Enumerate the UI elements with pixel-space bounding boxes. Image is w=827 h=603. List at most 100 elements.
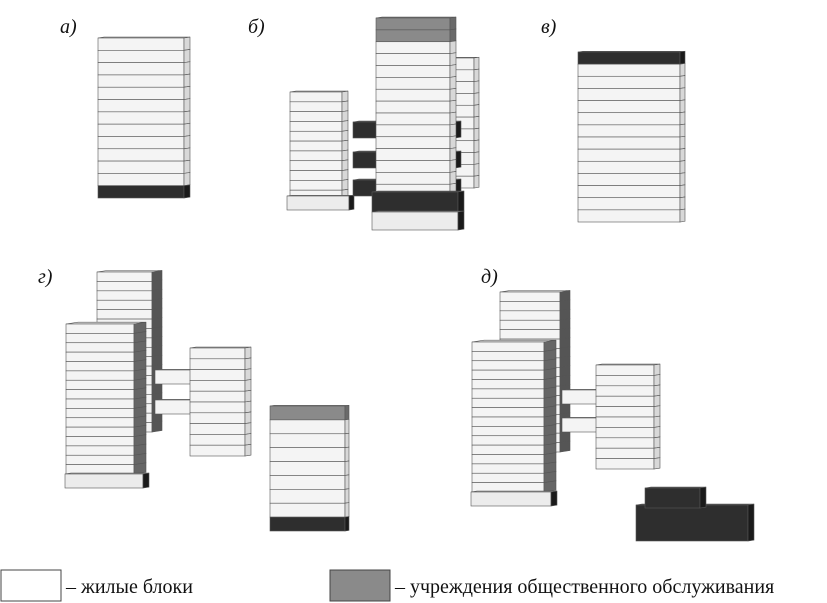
floor [500,330,560,339]
floor-side [654,395,660,406]
floor [376,101,450,113]
floor-side [152,355,162,366]
floor-side [654,385,660,396]
floor-side [143,473,149,488]
floor [290,151,342,161]
floor [596,448,654,458]
floor [472,426,544,435]
floor-side [245,401,251,413]
floor [372,212,458,230]
floor [66,437,134,446]
floor-side [184,49,190,62]
floor [98,63,184,75]
floor-side [152,299,162,310]
floor-side [560,328,570,339]
floor-side [560,366,570,377]
floor [97,300,152,309]
floor [472,380,544,389]
floor [472,351,544,360]
floor-side [560,291,570,302]
floor [270,406,345,420]
floor-side [184,99,190,112]
floor [190,413,245,424]
floor-side [474,140,479,153]
floor-side [474,128,479,141]
floor-side [184,148,190,161]
floor-side [680,173,685,186]
floor-side [474,81,479,94]
floor-side [245,358,251,370]
floor-side [450,136,456,149]
floor-side [560,309,570,320]
floor [500,311,560,320]
floor [471,492,551,506]
floor-side [152,383,162,394]
floor-side [184,123,190,136]
floor [66,352,134,361]
floor-side [680,185,685,198]
floor-side [680,112,685,125]
floor-side [560,403,570,414]
floor-side [560,319,570,330]
floor [596,365,654,375]
floor [376,89,450,101]
floor [190,348,245,359]
floor-side [134,463,146,474]
floor [66,465,134,474]
floor-side [560,375,570,386]
floor-side [245,444,251,456]
floor [472,342,544,351]
floor-side [450,160,456,173]
floor [97,272,152,281]
floor [596,386,654,396]
floor-side [680,161,685,174]
floor [66,408,134,417]
floor-side [184,37,190,50]
floor [376,54,450,66]
floor [578,113,680,125]
floor [472,436,544,445]
floor-side [450,148,456,161]
floor [270,420,345,434]
floor [66,455,134,464]
floor-side [654,364,660,375]
floor-side [184,172,190,185]
floor [155,400,195,414]
floor-side [345,419,349,433]
floor [578,198,680,210]
floor [98,38,184,50]
floor-side [560,356,570,367]
floor-side [152,271,162,282]
floor [270,503,345,517]
floor-side [345,433,349,447]
floor-side [345,517,349,531]
panel-label: б) [248,16,265,38]
legend-swatch [330,570,390,601]
floor-side [345,475,349,489]
floor [376,161,450,173]
buildings [65,17,754,541]
floor-side [680,76,685,89]
floor-side [680,63,685,76]
floor [290,131,342,141]
floor-side [474,105,479,118]
floor [376,149,450,161]
floor [270,462,345,476]
floor [287,196,349,210]
floor-side [560,432,570,443]
floor [66,446,134,455]
floor-side [342,91,348,102]
floor-side [342,121,348,132]
floor-side [184,62,190,75]
floor [190,424,245,435]
floor [596,417,654,427]
floor [190,434,245,445]
floor-side [450,17,456,30]
floor-side [245,369,251,381]
floor-side [474,175,479,188]
floor-side [152,336,162,347]
floor [472,464,544,473]
floor [98,87,184,99]
floor [290,102,342,112]
floor [98,100,184,112]
